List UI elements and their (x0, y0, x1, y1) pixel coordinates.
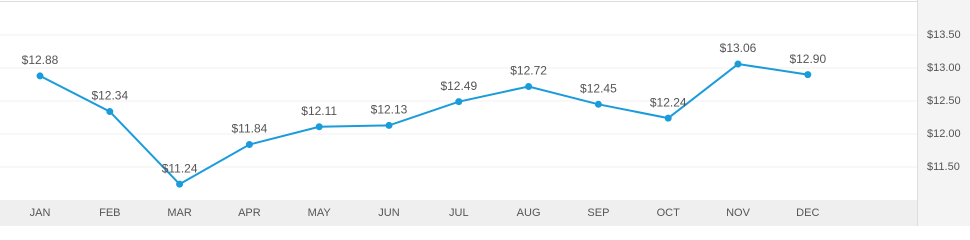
data-point (594, 100, 602, 108)
x-tick-label: AUG (517, 207, 541, 219)
x-tick-label: MAY (308, 207, 332, 219)
x-tick-label: MAR (167, 207, 192, 219)
x-tick-label: JAN (30, 207, 51, 219)
x-tick-label: DEC (796, 207, 819, 219)
chart: $11.50 $12.00 $12.50 $13.00 $13.50 JAN FEB MAR A… (0, 0, 970, 226)
data-point (315, 123, 323, 131)
data-point (525, 82, 533, 90)
data-label: $12.72 (510, 64, 547, 78)
y-tick-label: $13.50 (927, 29, 961, 41)
data-label: $11.84 (231, 122, 267, 136)
data-label: $12.11 (301, 104, 337, 118)
data-point (664, 114, 672, 122)
data-label: $12.88 (22, 53, 59, 67)
x-tick-label: OCT (657, 207, 681, 219)
data-point (176, 180, 184, 188)
data-point (385, 121, 393, 129)
category-band (0, 200, 917, 226)
data-label: $12.49 (440, 79, 477, 93)
data-label: $11.24 (162, 161, 198, 175)
y-tick-label: $13.00 (927, 62, 961, 74)
data-point (106, 108, 114, 116)
data-point (245, 141, 253, 149)
x-tick-label: JUL (449, 207, 469, 219)
data-point (804, 71, 812, 79)
x-tick-label: FEB (99, 207, 120, 219)
data-label: $12.34 (91, 89, 128, 103)
axis-panel (917, 0, 970, 226)
x-tick-label: SEP (587, 207, 609, 219)
line (39, 62, 808, 186)
y-tick-label: $11.50 (927, 161, 960, 173)
data-point (455, 98, 463, 106)
y-tick-label: $12.50 (927, 95, 961, 107)
background (0, 0, 970, 226)
data-label: $12.24 (650, 95, 687, 109)
data-point (734, 60, 742, 68)
data-label: $12.90 (789, 52, 826, 66)
data-label: $12.45 (580, 81, 617, 95)
y-tick-label: $12.00 (927, 128, 961, 140)
x-tick-label: JUN (378, 207, 399, 219)
x-tick-label: APR (238, 207, 261, 219)
data-label: $13.06 (720, 41, 757, 55)
data-label: $12.13 (371, 103, 408, 117)
data-point (36, 72, 44, 80)
x-tick-label: NOV (726, 207, 751, 219)
